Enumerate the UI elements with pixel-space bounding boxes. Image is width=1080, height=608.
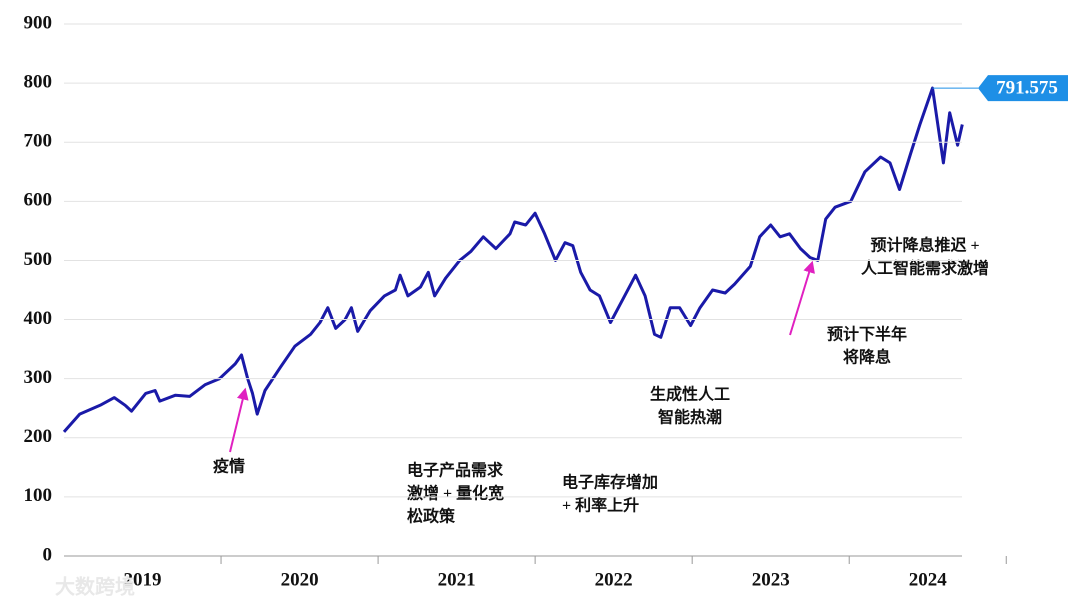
y-tick-label: 400 (24, 308, 53, 329)
y-tick-label: 500 (24, 249, 53, 270)
y-tick-label: 0 (43, 544, 53, 565)
value-label: 791.575 (996, 77, 1058, 98)
y-tick-label: 600 (24, 190, 53, 211)
value-label-box (978, 75, 1068, 102)
annotation: 电子库存增加 (562, 473, 658, 492)
y-tick-label: 900 (24, 12, 53, 33)
y-tick-label: 800 (24, 71, 53, 92)
annotation: 预计降息推迟 + (870, 236, 979, 255)
annotation: 将降息 (843, 348, 891, 367)
x-tick-label: 2021 (438, 569, 476, 590)
line (62, 86, 964, 433)
watermark: 大数跨境 (55, 575, 135, 599)
annotation: 疫情 (213, 457, 245, 476)
y-tick-label: 200 (24, 426, 53, 447)
y-tick-label: 100 (24, 485, 53, 506)
annotation: 预计下半年 (827, 325, 907, 344)
y-tick-label: 300 (24, 367, 53, 388)
annotation: 智能热潮 (658, 408, 722, 427)
annotation: 生成性人工 (650, 385, 730, 404)
x-tick-label: 2023 (752, 569, 790, 590)
x-tick-label: 2022 (595, 569, 633, 590)
annotation: 激增 + 量化宽 (407, 484, 504, 503)
annotation: + 利率上升 (562, 496, 639, 515)
x-tick-label: 2020 (281, 569, 319, 590)
annotation: 人工智能需求激增 (861, 259, 989, 278)
annotation: 松政策 (407, 507, 456, 526)
y-tick-label: 700 (24, 131, 53, 152)
x-tick-label: 2024 (909, 569, 948, 590)
arrow (789, 260, 815, 336)
x-tick-label: 2019 (124, 569, 162, 590)
annotation: 电子产品需求 (407, 461, 504, 480)
arrow (229, 387, 249, 453)
